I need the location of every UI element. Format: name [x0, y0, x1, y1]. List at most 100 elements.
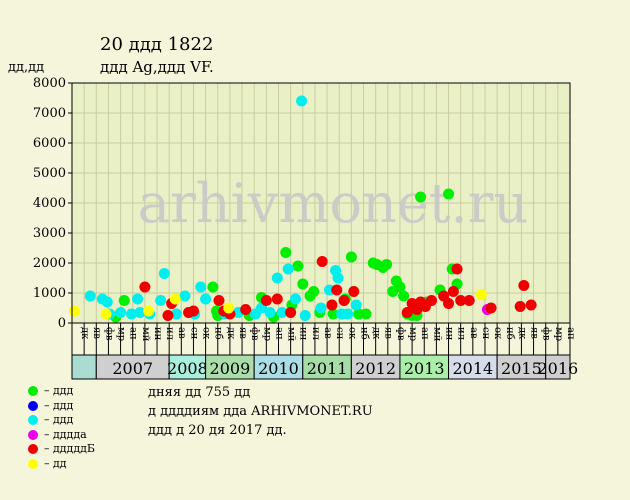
y-tick-label: 2000	[33, 256, 66, 271]
note-source: д ддддиям дда ARHIVMONET.RU	[148, 404, 373, 419]
year-band	[350, 354, 401, 380]
data-point	[134, 307, 146, 318]
legend-marker	[28, 415, 38, 426]
y-tick-label: 6000	[33, 136, 66, 151]
watermark-text: arhivmonet.ru	[138, 172, 528, 235]
data-point	[162, 310, 174, 321]
data-point	[280, 247, 292, 258]
legend-label: – ддд	[44, 384, 74, 397]
year-band	[399, 354, 450, 380]
note-average: дняя дд 755 дд	[148, 385, 251, 400]
data-point	[331, 284, 343, 296]
data-point	[289, 293, 301, 305]
data-point	[100, 308, 112, 320]
data-point	[398, 290, 410, 302]
data-point	[195, 281, 207, 293]
y-axis-label: дд,дд	[8, 60, 45, 75]
y-tick-label: 7000	[33, 106, 66, 121]
year-label: 2012	[355, 359, 396, 378]
month-strip	[71, 322, 571, 356]
year-band	[545, 354, 571, 380]
chart-title: 20 ддд 1822	[100, 34, 214, 55]
data-point	[187, 305, 199, 317]
year-band-start	[71, 354, 97, 380]
y-tick-label: 3000	[33, 226, 66, 241]
legend-item: – ддд	[28, 399, 95, 414]
data-point	[276, 307, 288, 318]
year-band	[168, 354, 207, 380]
data-point	[327, 308, 339, 320]
data-point	[179, 290, 191, 302]
data-point	[84, 290, 96, 302]
legend-label: – ддд	[44, 398, 74, 412]
data-point	[443, 298, 455, 309]
legend-label: – дддддБ	[44, 442, 95, 455]
data-point	[426, 295, 438, 306]
data-point	[285, 307, 297, 318]
data-point	[158, 268, 170, 279]
data-point	[264, 307, 276, 318]
year-label: 2013	[404, 359, 445, 378]
legend-marker	[28, 386, 38, 397]
data-point	[455, 295, 467, 306]
legend-marker	[28, 458, 38, 469]
data-point	[345, 251, 357, 263]
data-point	[118, 295, 130, 306]
year-label: 2007	[112, 359, 153, 378]
data-point	[342, 308, 354, 320]
y-tick-label: 4000	[33, 196, 66, 211]
data-point	[139, 281, 151, 293]
year-label: 2014	[452, 359, 493, 378]
data-point	[360, 308, 372, 320]
data-point	[338, 295, 350, 306]
year-label: 2008	[167, 359, 208, 378]
data-point	[415, 191, 427, 203]
data-point	[401, 307, 413, 318]
y-tick-label: 0	[58, 316, 66, 331]
data-point	[350, 299, 362, 311]
data-point	[155, 295, 167, 306]
data-point	[332, 272, 344, 284]
year-label: 2010	[258, 359, 299, 378]
data-point	[451, 263, 463, 275]
data-point	[316, 256, 328, 267]
data-point	[296, 95, 308, 107]
legend-item: – ддд	[28, 413, 95, 428]
data-point	[308, 286, 320, 297]
legend-marker	[28, 400, 38, 411]
data-point	[68, 305, 80, 317]
year-label: 2015	[501, 359, 542, 378]
legend-item: – дддддБ	[28, 442, 95, 457]
data-point	[223, 302, 235, 314]
data-point	[525, 299, 537, 311]
data-point	[200, 293, 212, 305]
data-point	[443, 188, 455, 200]
legend-item: – ддд	[28, 384, 95, 399]
year-label: 2009	[210, 359, 251, 378]
year-label: 2011	[307, 359, 348, 378]
data-point	[115, 307, 127, 318]
data-point	[292, 260, 304, 272]
month-label: ап	[565, 327, 576, 340]
data-point	[169, 293, 181, 305]
data-point	[348, 286, 360, 297]
legend-label: – дд	[44, 456, 67, 470]
data-point	[271, 293, 283, 305]
data-point	[485, 302, 497, 314]
data-point	[299, 310, 311, 321]
y-tick-label: 8000	[33, 76, 66, 91]
year-band	[448, 354, 498, 380]
data-point	[381, 259, 393, 270]
year-band	[95, 354, 170, 380]
data-point	[170, 308, 182, 320]
legend-marker	[28, 444, 38, 455]
data-point	[297, 278, 309, 290]
data-point	[207, 281, 219, 293]
data-point	[126, 308, 138, 320]
note-date: ддд д 20 дя 2017 дд.	[148, 423, 287, 438]
legend-item: – дддда	[28, 428, 95, 443]
data-point	[101, 296, 113, 308]
data-point	[213, 295, 225, 306]
data-point	[240, 304, 252, 315]
